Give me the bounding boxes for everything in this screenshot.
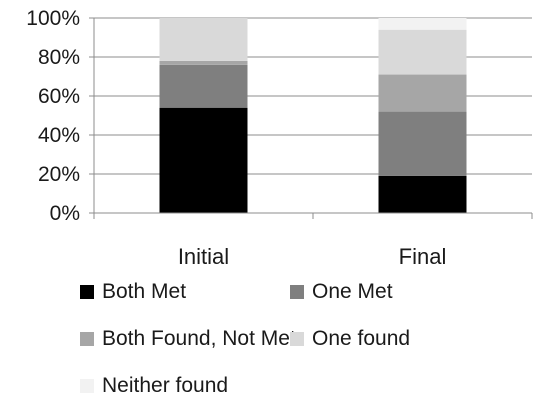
bar-0-2 [159, 60, 248, 65]
y-tick-labels: 0% 20% 40% 60% 80% 100% [26, 7, 80, 225]
legend-label-2: Both Found, Not Met [102, 327, 296, 350]
bar-1-2 [378, 74, 467, 112]
bars [159, 18, 467, 213]
legend-item-1: One Met [290, 280, 393, 304]
bar-0-0 [159, 107, 248, 213]
bar-1-3 [378, 29, 467, 75]
y-tick-label-1: 20% [38, 163, 80, 186]
legend-label-1: One Met [312, 280, 393, 303]
bar-0-3 [159, 18, 248, 61]
legend-swatch-0 [80, 285, 94, 299]
x-tick-labels: Initial Final [178, 244, 447, 269]
y-tick-label-4: 80% [38, 46, 80, 69]
x-tick-label-1: Final [399, 244, 447, 269]
legend-item-4: Neither found [80, 374, 228, 398]
axes [89, 17, 533, 219]
legend-item-0: Both Met [80, 280, 186, 304]
bar-1-4 [378, 18, 467, 30]
legend-swatch-4 [80, 379, 94, 393]
y-tick-label-5: 100% [26, 7, 80, 30]
legend-swatch-2 [80, 332, 94, 346]
bar-0-1 [159, 64, 248, 108]
legend-swatch-1 [290, 285, 304, 299]
y-tick-label-2: 40% [38, 124, 80, 147]
bar-1-1 [378, 111, 467, 176]
legend-swatch-3 [290, 332, 304, 346]
legend-item-2: Both Found, Not Met [80, 327, 296, 351]
x-tick-label-0: Initial [178, 244, 229, 269]
legend-label-3: One found [312, 327, 411, 350]
stacked-bar-chart: 0% 20% 40% 60% 80% 100% Initial Final [26, 7, 533, 269]
legend-label-0: Both Met [102, 280, 187, 303]
bar-1-0 [378, 175, 467, 213]
legend-item-3: One found [290, 327, 410, 351]
legend-label-4: Neither found [102, 374, 229, 397]
y-tick-label-3: 60% [38, 85, 80, 108]
y-tick-label-0: 0% [50, 202, 80, 225]
